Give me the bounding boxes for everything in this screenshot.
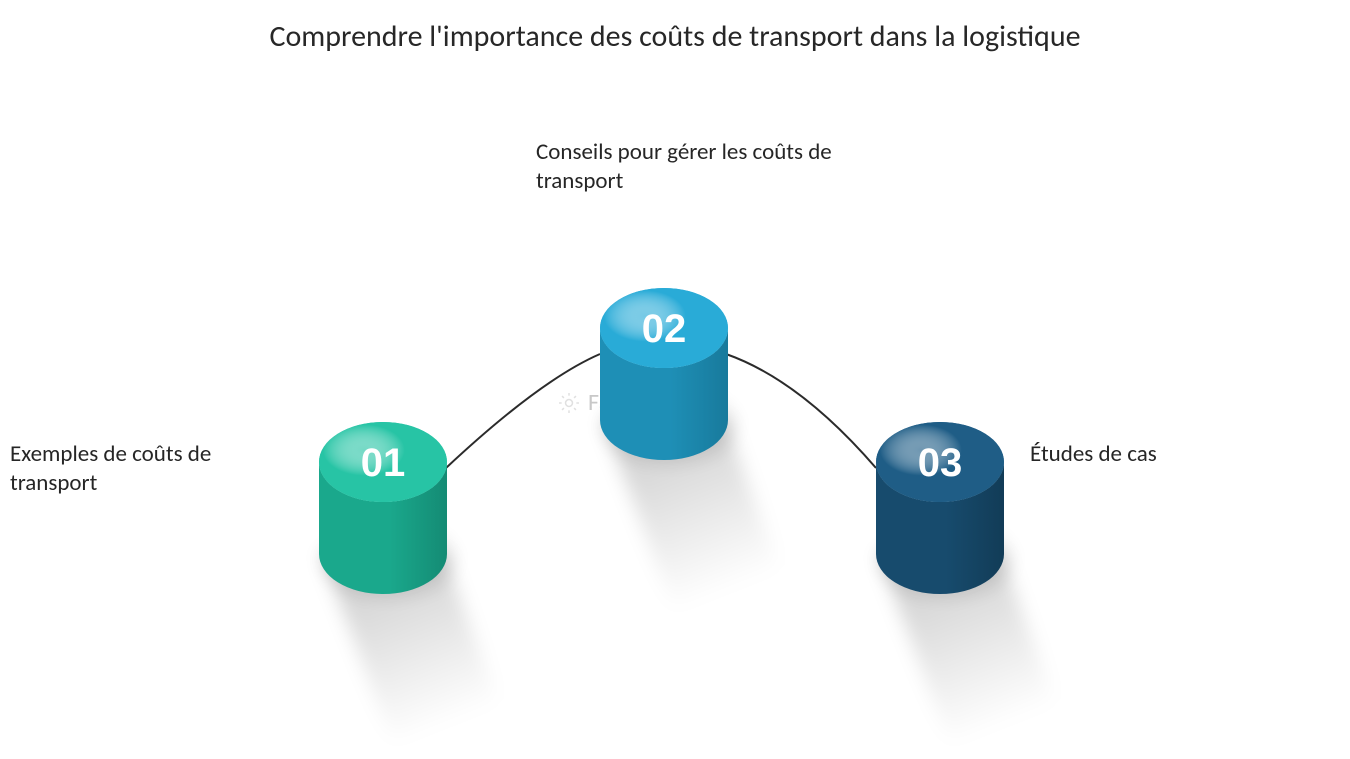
- cylinder-number: 02: [642, 307, 687, 351]
- watermark: FasterCapital: [556, 388, 721, 417]
- label-c2: Conseils pour gérer les coûts de transpo…: [536, 138, 836, 196]
- cylinder-c1: 01: [319, 422, 514, 744]
- label-c3: Études de cas: [1030, 440, 1290, 469]
- infographic-stage: 01 02 03: [0, 0, 1350, 759]
- cylinder-number: 01: [361, 441, 406, 485]
- cylinder-c3: 03: [876, 422, 1071, 744]
- cylinder-number: 03: [918, 441, 963, 485]
- cylinder-c2: 02: [600, 288, 795, 610]
- slide-title: Comprendre l'importance des coûts de tra…: [0, 18, 1350, 55]
- gear-icon: [556, 390, 582, 416]
- label-c1: Exemples de coûts de transport: [10, 440, 280, 498]
- watermark-text: FasterCapital: [588, 388, 721, 417]
